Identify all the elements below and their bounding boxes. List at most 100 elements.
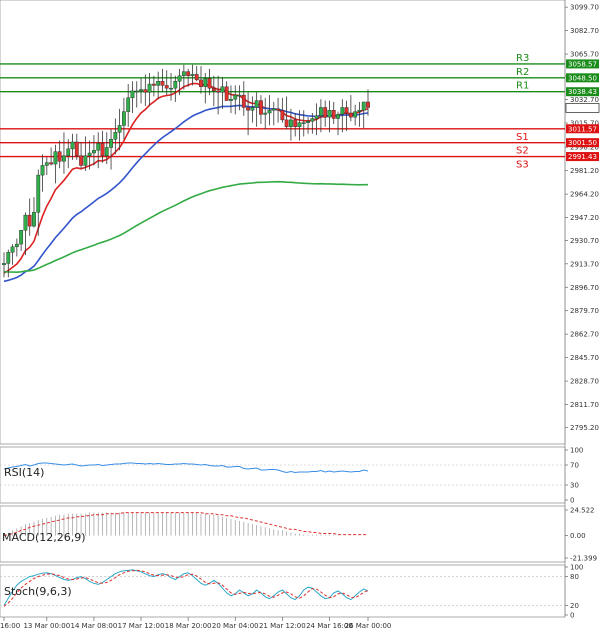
stoch-tick-label: 20 <box>570 602 579 610</box>
candle-bear <box>246 107 250 111</box>
price-tick-label: 2947.20 <box>570 214 599 222</box>
stoch-title: Stoch(9,6,3) <box>4 585 72 598</box>
time-tick-label: 26 Mar 00:00 <box>345 622 392 630</box>
candle-bull <box>53 151 58 165</box>
price-tick-label: 2828.70 <box>570 378 599 386</box>
candle-bear <box>284 119 289 127</box>
candle-bull <box>156 81 161 86</box>
stoch-d-line <box>3 569 369 607</box>
candle-bull <box>96 143 101 151</box>
price-tick-label: 2879.70 <box>570 307 599 315</box>
price-tick-label: 2964.20 <box>570 191 599 199</box>
candle-bear <box>331 110 336 119</box>
ma-line <box>3 82 369 274</box>
level-tag-s2: 3001.50 <box>568 139 597 147</box>
candle-bull <box>40 165 45 176</box>
candle-bull <box>173 81 178 89</box>
candle-bull <box>181 71 186 76</box>
candle-bull <box>19 230 24 245</box>
macd-tick-label: -21.399 <box>570 555 597 563</box>
level-name-s1: S1 <box>516 132 529 143</box>
candle-bear <box>164 85 169 89</box>
macd-title: MACD(12,26,9) <box>2 531 86 544</box>
ma-line <box>3 180 368 274</box>
candle-bull <box>271 108 276 111</box>
candle-bull <box>36 174 41 213</box>
price-tick-label: 3082.70 <box>570 27 599 35</box>
candle-bull <box>32 212 36 227</box>
level-name-r3: R3 <box>516 53 529 64</box>
level-tag-r3-bg <box>566 59 599 69</box>
candle-bull <box>14 243 19 248</box>
candle-bear <box>241 94 246 108</box>
candle-bull <box>297 122 302 127</box>
candle-bull <box>2 263 6 265</box>
candle-bear <box>276 108 280 111</box>
rsi-tick-label: 70 <box>570 462 579 470</box>
candle-bull <box>10 246 15 253</box>
level-name-r2: R2 <box>516 67 529 78</box>
ma-line <box>3 104 369 283</box>
price-tick-label: 3032.70 <box>570 96 599 104</box>
candle-bull <box>70 141 75 150</box>
price-tick-label: 2998.20 <box>570 144 599 152</box>
candle-bear <box>199 79 203 87</box>
candle-bull <box>267 110 272 114</box>
price-tick-label: 2930.70 <box>570 237 599 245</box>
level-tag-r2: 3048.50 <box>568 74 597 82</box>
candle-bear <box>207 78 212 89</box>
level-tag-s2-bg <box>566 138 599 148</box>
candle-bear <box>49 162 54 165</box>
candle-bull <box>177 75 182 82</box>
candle-bull <box>169 87 173 90</box>
level-tag-s3: 2991.43 <box>568 153 597 161</box>
candle-bull <box>117 125 122 133</box>
candle-bear <box>194 74 199 81</box>
candle-bull <box>336 114 340 119</box>
candle-bear <box>100 143 105 156</box>
candle-bear <box>348 112 353 118</box>
candle-bear <box>216 90 221 93</box>
stoch-tick-label: 0 <box>570 612 574 620</box>
main-panel-frame <box>0 0 566 445</box>
time-tick-label: 14 Mar 08:00 <box>71 622 118 630</box>
candle-bear <box>186 71 191 76</box>
rsi-tick-label: 100 <box>570 447 583 455</box>
candle-bull <box>306 121 310 123</box>
level-name-s2: S2 <box>516 146 529 157</box>
candle-bear <box>323 107 328 118</box>
candle-bull <box>220 86 225 93</box>
candle-bear <box>27 214 32 227</box>
time-tick-label: 24 Mar 16:00 <box>306 622 353 630</box>
candle-bull <box>327 110 332 118</box>
candle-bull <box>87 152 92 156</box>
time-tick-label: 16:00 <box>0 622 20 630</box>
candle-bull <box>340 107 345 115</box>
candle-bull <box>6 252 11 264</box>
candle-bear <box>160 81 165 86</box>
price-tick-label: 2981.20 <box>570 167 599 175</box>
time-tick-label: 18 Mar 20:00 <box>165 622 212 630</box>
time-tick-label: 17 Mar 12:00 <box>118 622 165 630</box>
candle-bear <box>143 89 148 93</box>
price-tick-label: 2896.70 <box>570 284 599 292</box>
candle-bull <box>62 155 66 162</box>
candle-bull <box>310 118 315 122</box>
price-tick-label: 3099.70 <box>570 4 599 12</box>
candle-bull <box>122 111 126 126</box>
candle-bull <box>237 94 242 97</box>
price-tick-label: 2811.70 <box>570 401 599 409</box>
candle-bull <box>147 83 152 93</box>
stoch-tick-label: 80 <box>570 573 579 581</box>
level-name-s3: S3 <box>516 160 529 171</box>
candle-bear <box>79 155 83 166</box>
candle-bear <box>366 101 370 108</box>
candle-bull <box>233 94 238 100</box>
price-tick-label: 3015.70 <box>570 120 599 128</box>
macd-signal-line <box>3 512 368 537</box>
candle-bull <box>190 74 195 76</box>
candle-bull <box>318 107 323 116</box>
level-name-r1: R1 <box>516 81 529 92</box>
level-tag-r2-bg <box>566 73 599 83</box>
